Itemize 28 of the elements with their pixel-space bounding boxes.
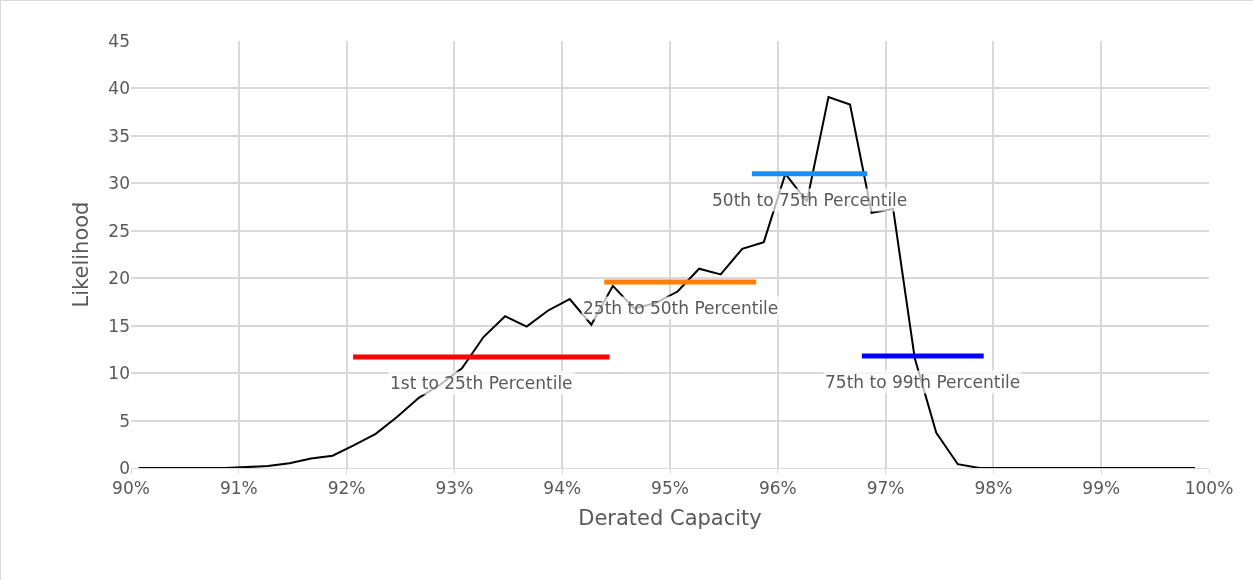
y-tick-label: 15 (108, 315, 130, 336)
x-tick-label: 97% (866, 478, 905, 499)
y-tick-label: 30 (108, 173, 130, 194)
y-tick-label: 0 (119, 457, 130, 478)
y-tick-label: 45 (108, 30, 130, 51)
y-tick-label: 10 (108, 363, 130, 384)
line-series (137, 95, 1196, 468)
y-axis-title: Likelihood (68, 201, 93, 308)
x-tick-label: 90% (112, 478, 150, 499)
x-tick-label: 99% (1082, 478, 1121, 499)
x-tick-label: 100% (1184, 478, 1234, 499)
y-tick-label: 35 (108, 125, 130, 146)
series-label: 25th to 50th Percentile (583, 298, 779, 318)
x-tick-label: 94% (543, 478, 582, 499)
x-tick-label: 93% (435, 478, 474, 499)
series-label: 50th to 75th Percentile (712, 190, 908, 210)
x-tick-label: 96% (758, 478, 797, 499)
y-tick-label: 40 (108, 78, 130, 99)
x-tick-label: 92% (327, 478, 366, 499)
x-tick-label: 91% (219, 478, 258, 499)
y-tick-label: 5 (119, 410, 130, 431)
y-tick-label: 20 (108, 268, 130, 289)
y-tick-label: 25 (108, 220, 130, 241)
x-tick-label: 98% (974, 478, 1013, 499)
x-axis-title: Derated Capacity (578, 505, 762, 530)
series-label: 1st to 25th Percentile (390, 373, 573, 393)
series-label: 75th to 99th Percentile (825, 372, 1021, 392)
x-tick-label: 95% (651, 478, 689, 499)
